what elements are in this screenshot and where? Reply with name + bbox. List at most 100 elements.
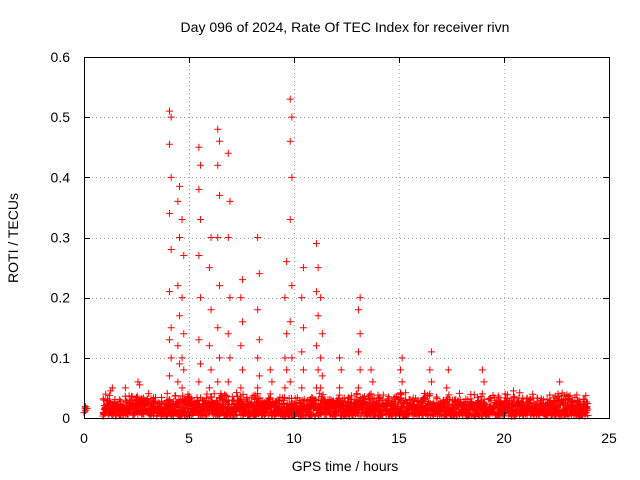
data-point: [224, 378, 232, 386]
data-point: [298, 294, 306, 302]
data-point: [81, 403, 89, 411]
data-point: [134, 378, 142, 386]
data-point: [508, 396, 516, 404]
data-point: [205, 384, 213, 392]
data-point: [397, 391, 405, 399]
data-point: [237, 384, 245, 392]
data-point: [218, 395, 226, 403]
data-point: [167, 113, 175, 121]
data-point: [318, 330, 326, 338]
data-point: [299, 324, 307, 332]
y-axis-label: ROTI / TECUs: [5, 193, 21, 283]
data-point: [215, 137, 223, 145]
data-point: [286, 318, 294, 326]
data-point: [398, 354, 406, 362]
y-tick-label: 0.2: [51, 290, 71, 306]
data-point: [480, 378, 488, 386]
data-point: [262, 410, 270, 418]
data-point: [214, 161, 222, 169]
data-point: [266, 390, 274, 398]
data-point: [174, 197, 182, 205]
data-point: [197, 294, 205, 302]
data-point: [583, 405, 591, 413]
data-point: [195, 378, 203, 386]
data-point: [239, 390, 247, 398]
data-point: [366, 391, 374, 399]
data-point: [178, 294, 186, 302]
data-point: [167, 324, 175, 332]
x-tick-label: 25: [601, 430, 617, 446]
data-point: [207, 306, 215, 314]
data-point: [312, 240, 320, 248]
data-point: [478, 366, 486, 374]
data-point: [174, 378, 182, 386]
data-point: [445, 391, 453, 399]
x-tick-label: 20: [496, 430, 512, 446]
data-point: [353, 390, 361, 398]
data-point: [560, 398, 568, 406]
data-point: [165, 336, 173, 344]
data-point: [396, 366, 404, 374]
data-point: [224, 234, 232, 241]
data-point: [281, 384, 289, 392]
data-point: [314, 264, 322, 272]
data-point: [205, 342, 213, 350]
data-point: [361, 395, 369, 403]
data-point: [299, 264, 307, 272]
data-point: [494, 392, 502, 400]
data-point: [237, 342, 245, 350]
data-point: [426, 366, 434, 374]
data-point: [180, 330, 188, 338]
data-point: [432, 393, 440, 401]
data-point: [283, 330, 291, 338]
data-point: [354, 348, 362, 356]
data-point: [337, 366, 345, 374]
data-point: [176, 182, 184, 190]
data-point: [255, 336, 263, 344]
data-point: [102, 390, 110, 398]
data-point: [288, 173, 296, 181]
data-point: [369, 378, 377, 386]
x-tick-label: 10: [286, 430, 302, 446]
data-point: [243, 395, 251, 403]
data-point: [214, 234, 222, 241]
data-point: [546, 391, 554, 399]
data-point: [166, 397, 174, 405]
data-point: [100, 396, 108, 404]
data-point: [214, 125, 222, 133]
x-axis-label: GPS time / hours: [292, 458, 399, 474]
data-point: [563, 391, 571, 399]
data-point: [215, 354, 223, 362]
data-point: [347, 392, 355, 400]
data-point: [318, 372, 326, 380]
data-point: [108, 384, 116, 392]
data-point: [544, 412, 552, 420]
data-point: [378, 396, 386, 404]
data-point: [570, 401, 578, 409]
data-point: [582, 392, 590, 400]
data-point: [105, 392, 113, 400]
data-point: [167, 354, 175, 362]
data-point: [165, 107, 173, 115]
data-point: [233, 389, 241, 397]
data-point: [254, 306, 262, 314]
data-point: [172, 392, 180, 400]
y-tick-label: 0: [62, 410, 70, 426]
data-point: [356, 294, 364, 302]
data-point: [167, 173, 175, 181]
y-tick-labels: 0 0.1 0.2 0.3 0.4 0.5 0.6: [51, 49, 71, 426]
data-point: [429, 400, 437, 408]
data-point: [428, 348, 436, 356]
data-point: [354, 384, 362, 392]
data-point: [121, 384, 129, 392]
data-point: [336, 384, 344, 392]
data-point: [396, 390, 404, 398]
grid-lines: [84, 57, 609, 418]
data-point: [233, 411, 241, 419]
data-point: [224, 149, 232, 157]
data-point: [145, 390, 153, 398]
data-point: [399, 404, 407, 412]
data-point: [165, 288, 173, 296]
data-point: [317, 354, 325, 362]
